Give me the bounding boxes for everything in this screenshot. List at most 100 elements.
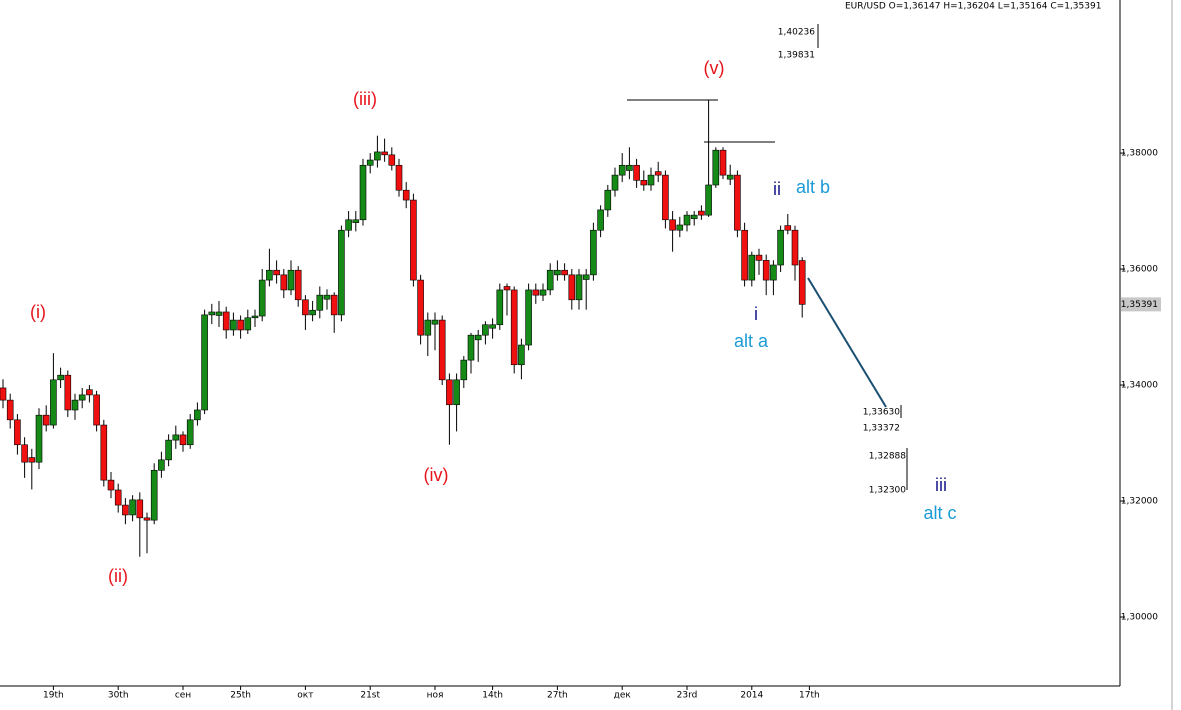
candle-body: [86, 389, 93, 396]
candle-body: [237, 319, 244, 331]
y-tick-label: 1,34000: [1121, 381, 1158, 391]
candle-body: [179, 434, 187, 446]
candle-body: [143, 517, 151, 521]
candle-body: [698, 210, 705, 216]
candle-body: [539, 289, 547, 296]
y-tick-label: 1,30000: [1121, 612, 1158, 622]
candle-body: [683, 214, 691, 226]
candle-body: [165, 439, 172, 461]
candle-body: [510, 289, 518, 366]
candle-body: [546, 269, 554, 291]
candle-body: [208, 311, 216, 316]
candle-body: [266, 269, 273, 281]
y-tick-label: 1,32000: [1121, 497, 1158, 507]
wave-label: (i): [30, 302, 46, 322]
candle-body: [561, 269, 568, 276]
x-tick-label: 2014: [740, 691, 763, 701]
candle-body: [258, 279, 266, 317]
candle-body: [705, 184, 712, 216]
candle-body: [287, 269, 295, 291]
price-label: 1,32888: [869, 452, 906, 462]
candle-body: [107, 479, 115, 491]
candle-body: [618, 164, 626, 176]
candle-body: [762, 260, 770, 281]
candle-body: [726, 174, 734, 180]
x-tick-label: 25th: [230, 691, 251, 701]
candle-body: [575, 274, 583, 301]
y-tick-label: 1,38000: [1121, 149, 1158, 159]
candle-body: [388, 154, 396, 166]
candle-body: [136, 499, 144, 519]
candle-body: [438, 319, 446, 381]
candle-body: [611, 174, 619, 191]
candle-body: [0, 387, 7, 401]
candle-body: [186, 419, 194, 446]
candle-body: [734, 174, 741, 231]
candle-body: [719, 149, 727, 176]
candle-body: [114, 489, 122, 506]
candle-body: [496, 289, 504, 326]
candle-body: [14, 419, 21, 446]
candle-body: [712, 149, 720, 186]
candle-body: [230, 319, 237, 331]
candle-body: [647, 174, 655, 186]
candle-body: [42, 414, 50, 426]
price-label: 1,39831: [778, 51, 815, 61]
candle-body: [798, 260, 806, 305]
y-tick-label: 1,36000: [1121, 265, 1158, 275]
x-tick-label: 23rd: [677, 691, 698, 701]
candle-body: [201, 314, 208, 411]
candle-body: [330, 294, 338, 316]
candle-body: [489, 324, 496, 329]
candle-body: [654, 171, 662, 176]
price-label: 1,32300: [869, 486, 906, 496]
x-tick-label: дек: [614, 691, 632, 701]
price-label: 1,40236: [778, 28, 815, 38]
candle-body: [640, 180, 648, 186]
candle-body: [395, 164, 403, 191]
wave-label: iii: [935, 475, 947, 495]
candle-body: [280, 274, 288, 291]
candle-body: [64, 374, 72, 411]
candle-body: [791, 229, 799, 266]
x-tick-label: сен: [175, 691, 191, 701]
wave-label: (ii): [108, 566, 128, 586]
candle-body: [172, 434, 180, 441]
x-tick-label: 17th: [799, 691, 820, 701]
x-tick-label: 27th: [547, 691, 568, 701]
candle-body: [215, 311, 223, 316]
candle-body: [71, 399, 79, 411]
candle-body: [352, 219, 360, 223]
candle-body: [532, 289, 540, 296]
candle-body: [222, 311, 230, 331]
candle-body: [410, 199, 417, 281]
candle-body: [741, 229, 748, 281]
wave-label: alt c: [923, 503, 956, 523]
candle-body: [122, 504, 129, 516]
candle-body: [323, 294, 331, 300]
candle-body: [482, 324, 489, 336]
candle-body: [770, 264, 777, 281]
candle-body: [453, 379, 460, 406]
candle-body: [129, 499, 136, 516]
candle-body: [669, 219, 676, 231]
candle-body: [273, 269, 280, 276]
candle-body: [597, 209, 604, 231]
candle-body: [755, 254, 763, 261]
trend-line: [807, 277, 887, 408]
candle-body: [374, 151, 381, 161]
candle-body: [359, 164, 367, 221]
candle-body: [604, 189, 612, 211]
wave-label: (iv): [424, 465, 449, 485]
candle-body: [35, 414, 43, 463]
x-tick-label: 21st: [360, 691, 380, 701]
candle-body: [244, 317, 252, 331]
last-price-box: [1121, 297, 1161, 312]
chart-title: EUR/USD O=1,36147 H=1,36204 L=1,35164 C=…: [845, 2, 1101, 12]
candle-body: [474, 334, 482, 341]
candle-body: [294, 269, 302, 301]
candle-body: [590, 229, 597, 276]
wave-label: alt b: [796, 177, 830, 197]
candle-body: [690, 214, 698, 219]
